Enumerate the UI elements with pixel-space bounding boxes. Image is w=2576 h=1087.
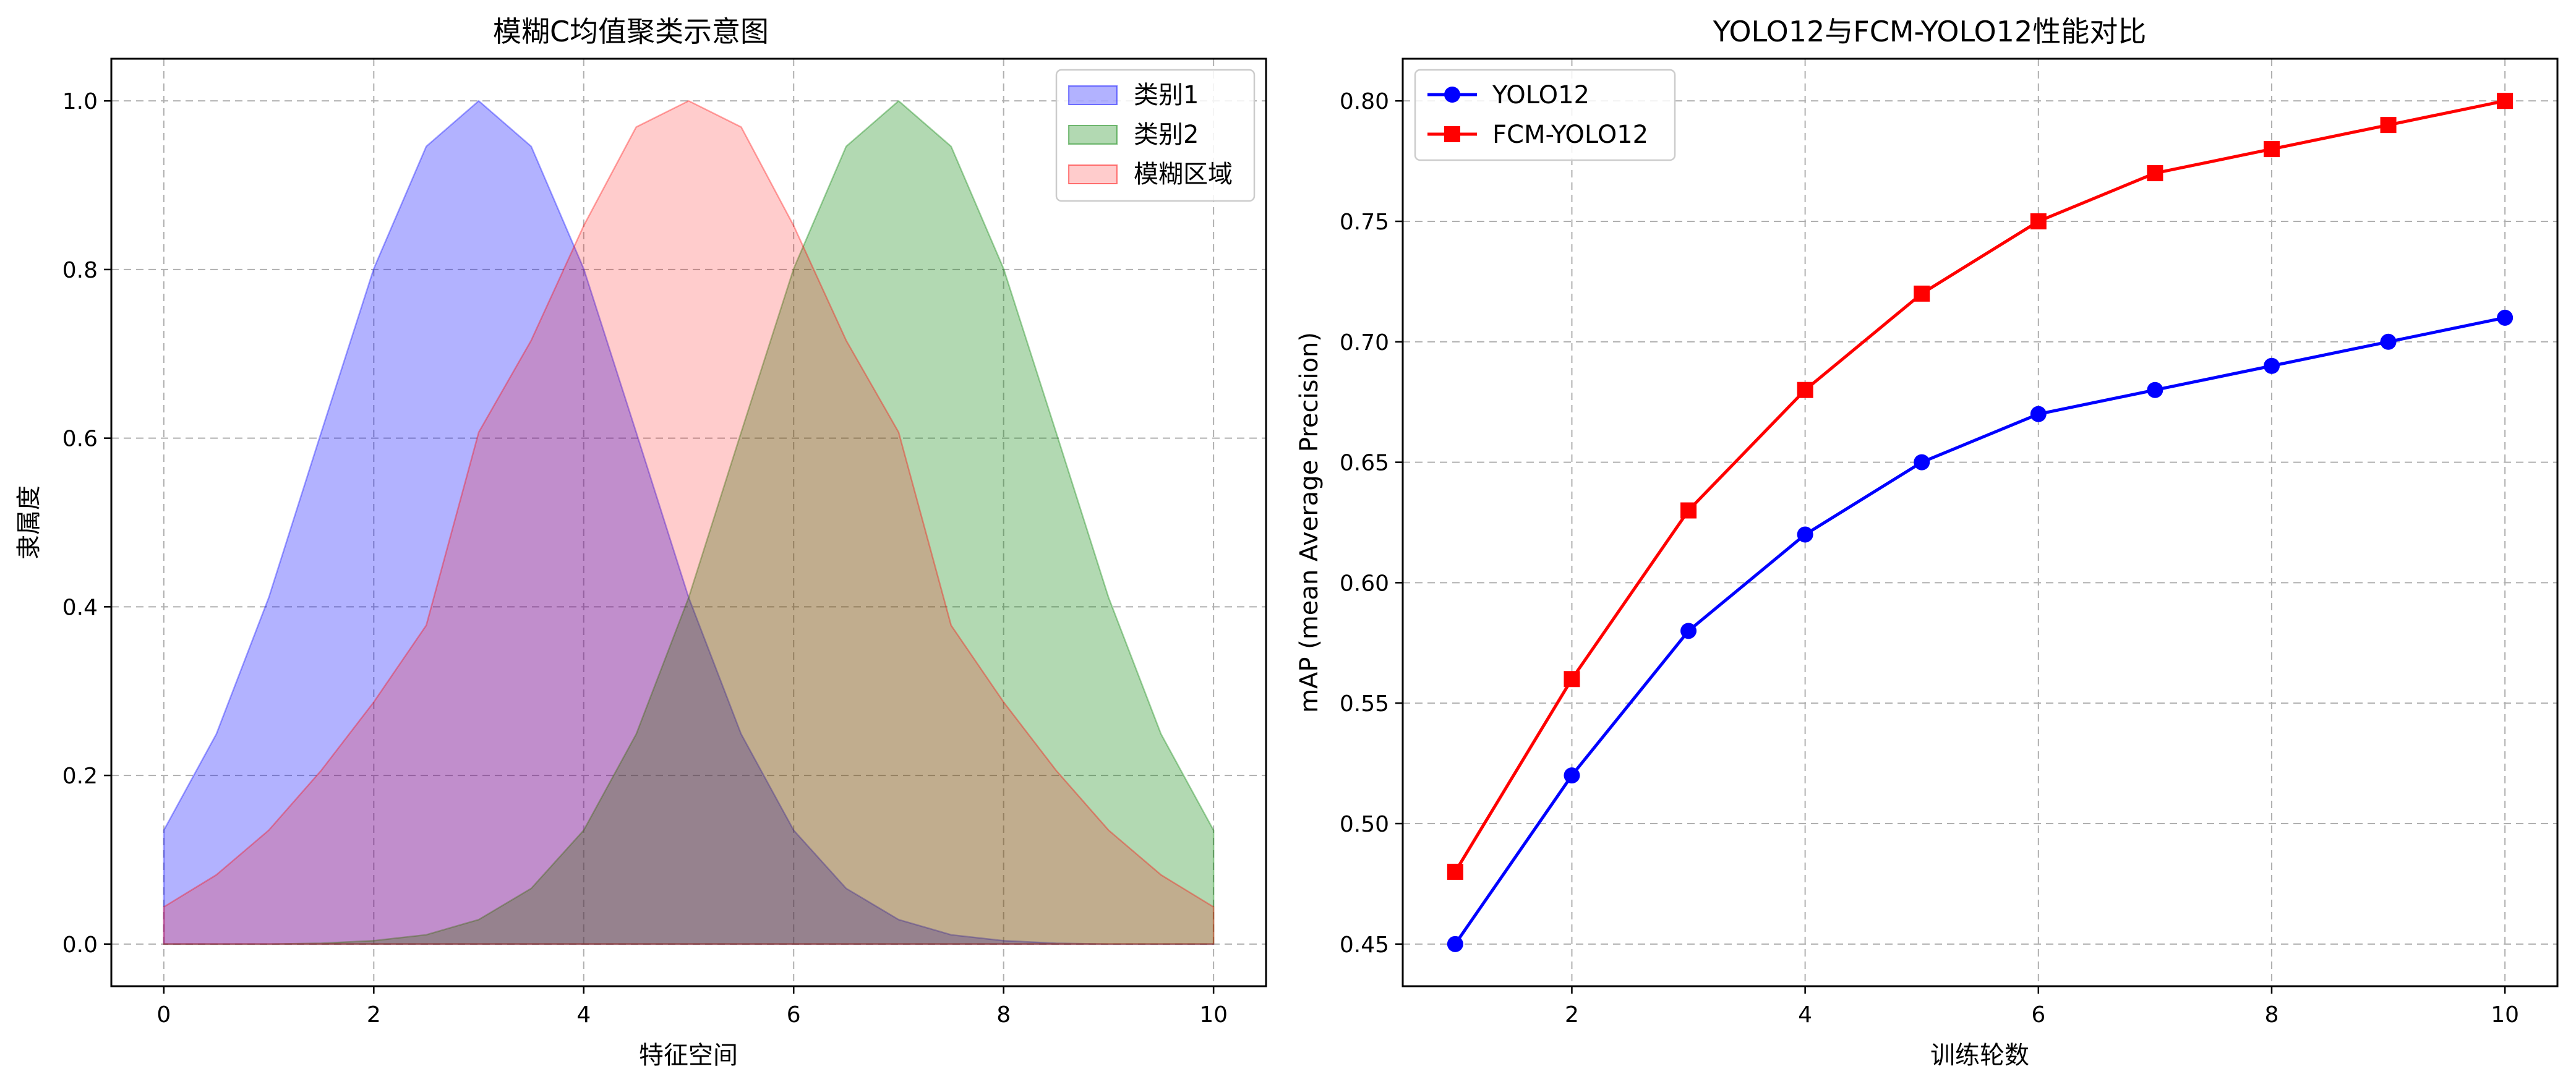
x-tick-label: 6 [2031,1002,2045,1028]
data-point [1447,936,1463,952]
y-tick-label: 0.50 [1340,812,1389,837]
data-point [2380,117,2397,134]
performance-comparison-chart: YOLO12与FCM-YOLO12性能对比 2 4 6 8 10 0.45 0.50 0.55… [1295,15,2559,1070]
data-point [2147,382,2163,398]
legend-swatch [1068,125,1118,145]
area-series-2 [163,100,1215,945]
x-tick-label: 8 [2265,1002,2279,1028]
y-axis-label: 隶属度 [15,485,43,560]
y-axis-label: mAP (mean Average Precision) [1295,332,1324,713]
x-tick-label: 4 [576,1002,591,1028]
legend-marker [1444,87,1460,103]
legend: YOLO12 FCM-YOLO12 [1414,69,1676,161]
legend-label: FCM-YOLO12 [1492,121,1648,149]
x-tick-label: 2 [1565,1002,1579,1028]
data-point [1564,767,1580,784]
legend-swatch [1068,85,1118,105]
x-axis-label: 训练轮数 [1930,1041,2029,1070]
x-tick-label: 4 [1798,1002,1812,1028]
y-tick-label: 0.55 [1340,691,1389,717]
line-series-2 [1453,99,2505,873]
legend-label: 类别2 [1134,121,1199,149]
legend: 类别1 类别2 模糊区域 [1055,69,1256,202]
x-axis-label: 特征空间 [639,1041,738,1070]
y-tick-label: 0.65 [1340,451,1389,476]
y-tick-label: 0.70 [1340,330,1389,356]
legend-label: YOLO12 [1492,81,1590,109]
data-point [2147,165,2163,182]
y-tick-label: 0.4 [62,595,98,620]
data-point [1680,502,1697,519]
y-tick-label: 0.80 [1340,89,1389,114]
data-point [2030,213,2047,229]
data-point [1797,526,1813,543]
y-tick-label: 0.6 [62,427,98,452]
y-tick-label: 1.0 [62,89,98,114]
area-series-3 [163,100,1215,945]
data-point [2263,141,2280,158]
legend-swatch [1068,164,1118,184]
legend-marker [1444,126,1460,142]
data-point [2263,357,2280,374]
y-tick-label: 0.2 [62,764,98,789]
data-point [1914,285,1930,302]
y-tick-label: 0.0 [62,932,98,958]
x-tick-label: 0 [156,1002,171,1028]
x-tick-label: 2 [367,1002,381,1028]
plot-lines [1447,93,2514,952]
data-point [1564,671,1580,688]
line-series-1 [1453,316,2505,945]
y-tick-label: 0.60 [1340,571,1389,596]
x-tick-label: 10 [1199,1002,1228,1028]
axis-ticks: 2 4 6 8 10 0.45 0.50 0.55 0.60 0.65 0.70 0.75 0.80 [1340,89,2519,1028]
data-point [2380,333,2397,350]
x-tick-label: 6 [787,1002,801,1028]
chart-title: 模糊C均值聚类示意图 [493,15,769,48]
fcm-membership-chart: 模糊C均值聚类示意图 0 2 4 6 8 10 0.0 0.2 0.4 0.6 0.8 1.0 特征空… [15,15,1267,1070]
chart-title: YOLO12与FCM-YOLO12性能对比 [1713,15,2146,48]
data-point [2497,309,2514,326]
x-tick-label: 8 [996,1002,1011,1028]
area-series-1 [163,100,1215,945]
y-tick-label: 0.45 [1340,932,1389,958]
x-tick-label: 10 [2491,1002,2519,1028]
data-point [1797,382,1813,398]
data-point [2497,93,2514,109]
data-point [1447,863,1463,880]
y-tick-label: 0.75 [1340,210,1389,235]
axis-ticks: 0 2 4 6 8 10 0.0 0.2 0.4 0.6 0.8 1.0 [62,89,1228,1028]
data-point [1680,623,1697,639]
plot-frame [110,58,1267,987]
legend-box [1055,69,1256,202]
data-point [1914,454,1930,471]
plot-areas [163,100,1215,945]
legend-box [1414,69,1676,161]
y-tick-label: 0.8 [62,258,98,283]
plot-frame [1401,58,2559,987]
data-point [2030,406,2047,422]
legend-label: 类别1 [1134,81,1199,109]
grid [111,59,1266,986]
legend-label: 模糊区域 [1134,160,1233,189]
